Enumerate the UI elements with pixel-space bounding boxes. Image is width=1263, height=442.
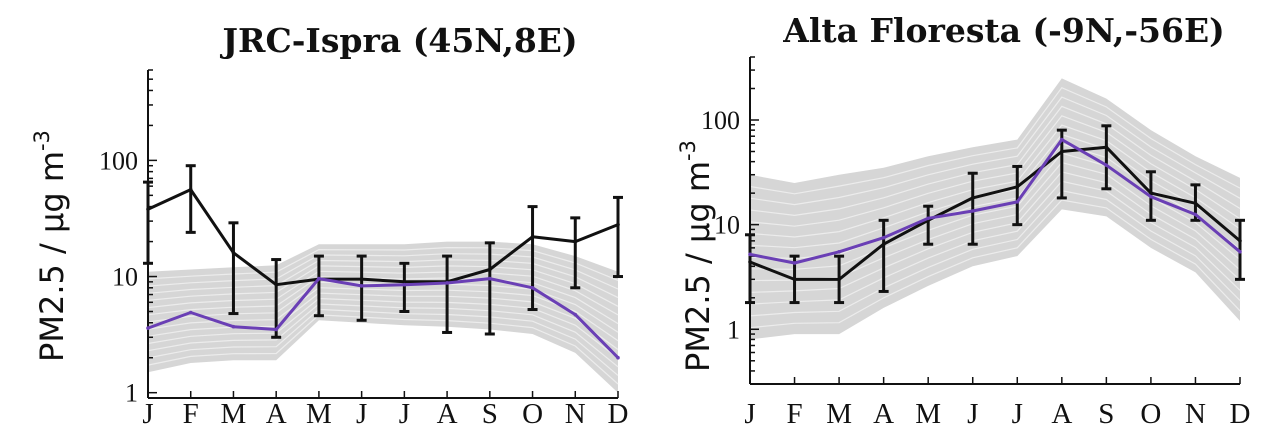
x-tick-label: S <box>1098 398 1114 430</box>
ensemble-member-line <box>147 314 619 385</box>
x-tick-label: J <box>1012 398 1023 430</box>
y-axis-label: PM2.5 / μg m-3 <box>30 130 71 362</box>
model-line <box>147 277 620 359</box>
ensemble-member-line <box>147 276 619 325</box>
ensemble-member-line <box>749 189 1241 317</box>
ensemble-member-line <box>147 292 619 350</box>
chart-title: Alta Floresta (-9N,-56E) <box>782 11 1225 50</box>
model-point <box>1060 137 1064 142</box>
x-tick-label: N <box>565 398 586 430</box>
x-tick-label: M <box>306 398 332 430</box>
model-point <box>970 209 975 213</box>
model-point <box>1193 212 1198 217</box>
model-point <box>1015 200 1020 204</box>
ensemble-member-line <box>749 96 1241 206</box>
y-tick-label: 10 <box>714 211 740 240</box>
model-point <box>1149 194 1153 199</box>
ensemble-member-line <box>147 265 619 307</box>
ensemble-member-line <box>749 152 1241 270</box>
model-point <box>317 276 321 281</box>
model-point <box>530 285 535 290</box>
ensemble-member-line <box>749 180 1241 305</box>
y-tick-label: 100 <box>701 106 740 135</box>
ensemble-member-line <box>147 308 619 376</box>
ensemble-member-line <box>749 105 1241 217</box>
model-point <box>402 282 407 287</box>
x-tick-label: A <box>873 398 894 430</box>
x-tick-label: D <box>608 398 629 430</box>
x-tick-label: J <box>356 398 367 430</box>
ensemble-member-line <box>147 270 619 316</box>
x-tick-label: M <box>221 398 247 430</box>
ensemble-member-line <box>147 287 619 342</box>
y-tick-label: 100 <box>99 146 138 175</box>
x-tick-label: O <box>522 398 543 430</box>
ensemble-member-line <box>147 297 619 359</box>
observed-line <box>749 145 1241 281</box>
x-tick-label: J <box>142 398 153 430</box>
x-tick-label: M <box>915 398 941 430</box>
chart-title: JRC-Ispra (45N,8E) <box>219 21 577 60</box>
model-point <box>1238 250 1242 254</box>
y-tick-label: 1 <box>125 379 138 408</box>
ensemble-member-line <box>147 253 619 290</box>
x-tick-label: J <box>399 398 410 430</box>
x-tick-label: A <box>437 398 458 430</box>
model-point <box>274 327 278 332</box>
x-tick-label: N <box>1185 398 1206 430</box>
y-tick-label: 1 <box>727 315 740 344</box>
ensemble-member-line <box>749 124 1241 238</box>
ensemble-member-line <box>147 303 619 368</box>
ensemble-member-line <box>147 259 619 299</box>
model-point <box>748 252 752 257</box>
x-tick-label: M <box>826 398 852 430</box>
observed-line <box>147 188 619 287</box>
x-tick-label: A <box>1051 398 1072 430</box>
model-point <box>573 312 578 317</box>
model-point <box>231 324 236 329</box>
x-tick-label: F <box>786 398 802 430</box>
model-point <box>881 235 886 240</box>
model-point <box>445 281 449 285</box>
x-tick-label: S <box>482 398 498 430</box>
model-point <box>1104 163 1109 167</box>
x-tick-label: F <box>183 398 199 430</box>
chart-panel-alta-floresta: Alta Floresta (-9N,-56E) PM2.5 / μg m-3 … <box>676 11 1250 430</box>
model-line <box>749 138 1241 265</box>
chart-panel-jrc-ispra: JRC-Ispra (45N,8E) PM2.5 / μg m-3 1 10 100… <box>30 21 628 430</box>
ensemble-member-line <box>749 115 1241 227</box>
ensemble-member-line <box>749 86 1241 195</box>
model-point <box>616 355 620 360</box>
model-point <box>926 216 930 221</box>
ensemble-member-line <box>749 199 1241 329</box>
x-tick-label: D <box>1230 398 1251 430</box>
ensemble-member-line <box>749 171 1241 293</box>
model-point <box>488 276 492 281</box>
ensemble-band <box>148 241 618 393</box>
ensemble-member-line <box>749 161 1241 282</box>
x-tick-label: J <box>744 398 755 430</box>
model-point <box>837 250 841 254</box>
y-tick-label: 10 <box>112 263 138 292</box>
x-tick-label: O <box>1140 398 1161 430</box>
model-point <box>359 284 364 288</box>
model-point <box>188 310 193 315</box>
x-tick-label: A <box>266 398 287 430</box>
x-tick-label: J <box>967 398 978 430</box>
model-point <box>146 326 150 330</box>
ensemble-band <box>750 78 1240 340</box>
ensemble-member-line <box>147 246 619 281</box>
y-axis-label: PM2.5 / μg m-3 <box>676 140 717 372</box>
model-point <box>792 261 797 265</box>
